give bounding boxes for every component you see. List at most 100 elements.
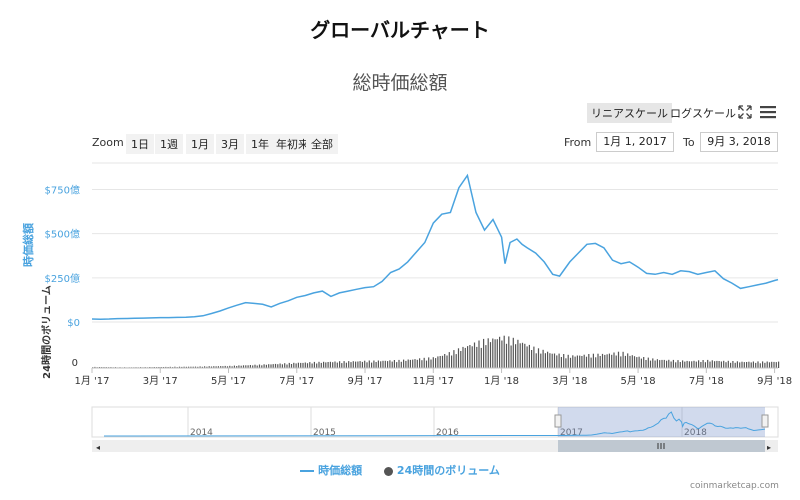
volume-bar	[403, 359, 405, 368]
fullscreen-icon[interactable]	[738, 104, 752, 123]
volume-bar	[240, 365, 242, 368]
volume-bar	[409, 359, 411, 368]
volume-bar	[476, 346, 478, 368]
volume-bar	[165, 366, 167, 368]
volume-bar	[469, 345, 471, 368]
volume-bar	[670, 361, 672, 368]
volume-bar	[743, 362, 745, 368]
volume-bar	[659, 360, 661, 368]
zoom-1d-button[interactable]: 1日	[126, 134, 154, 154]
volume-bar	[768, 362, 771, 368]
volume-bar	[284, 363, 286, 368]
scrollbar-grip-icon[interactable]	[657, 443, 665, 449]
volume-bar	[679, 362, 681, 368]
volume-bar	[451, 355, 453, 368]
volume-bar	[640, 358, 642, 368]
scroll-right-arrow-icon[interactable]: ▸	[767, 443, 771, 452]
volume-bar	[503, 335, 505, 368]
volume-bar	[256, 365, 258, 368]
linear-scale-button[interactable]: リニアスケール	[587, 103, 672, 123]
volume-bar	[441, 355, 444, 368]
legend-label-volume: 24時間のボリューム	[396, 464, 500, 477]
volume-bar	[645, 360, 647, 368]
volume-bar	[698, 360, 700, 368]
volume-bar	[656, 359, 658, 368]
page-title: グローバルチャート	[310, 18, 490, 42]
volume-bar	[684, 361, 686, 368]
volume-bar	[661, 359, 663, 368]
navigator-selection[interactable]	[558, 407, 765, 437]
volume-bar	[677, 360, 679, 368]
legend: 時価総額 24時間のボリューム	[0, 462, 800, 478]
volume-bar	[233, 365, 235, 368]
volume-bar	[579, 355, 581, 368]
volume-bar	[652, 358, 654, 368]
volume-bar	[499, 336, 501, 368]
volume-bar	[355, 361, 357, 368]
volume-bar	[421, 360, 423, 368]
volume-bar	[517, 339, 519, 368]
legend-item-market-cap[interactable]: 時価総額	[300, 464, 366, 477]
volume-bar	[615, 355, 617, 368]
navigator-handle-left[interactable]	[554, 414, 562, 428]
volume-bar	[647, 357, 649, 368]
volume-bar	[574, 356, 576, 368]
volume-bar	[576, 355, 578, 368]
volume-bar	[524, 343, 526, 368]
volume-bar	[766, 361, 768, 368]
volume-bar	[302, 362, 304, 368]
volume-bar	[757, 361, 759, 368]
volume-bar	[341, 363, 343, 368]
zoom-all-button[interactable]: 全部	[306, 134, 338, 154]
volume-bar	[720, 361, 722, 368]
volume-bar	[597, 353, 599, 368]
from-label: From	[564, 136, 592, 149]
volume-bar	[601, 353, 604, 368]
volume-bar	[702, 360, 704, 368]
volume-bar	[556, 355, 558, 368]
volume-bar	[544, 353, 546, 368]
zoom-1w-button[interactable]: 1週	[155, 134, 183, 154]
log-scale-button[interactable]: ログスケール	[670, 107, 736, 120]
volume-bar	[272, 364, 274, 368]
to-date-input[interactable]: 9月 3, 2018	[700, 132, 778, 152]
volume-bar	[352, 361, 354, 368]
volume-bar	[444, 354, 446, 368]
volume-bar	[197, 366, 199, 368]
menu-icon[interactable]	[760, 104, 776, 123]
volume-bar	[334, 361, 336, 368]
volume-bar	[400, 361, 402, 368]
volume-bar	[281, 364, 283, 368]
x-axis-tick-label: 5月 '17	[211, 375, 246, 387]
volume-bar	[496, 339, 498, 368]
from-date-input[interactable]: 1月 1, 2017	[596, 132, 674, 152]
x-axis-tick-label: 5月 '18	[621, 375, 656, 387]
zoom-1m-button[interactable]: 1月	[186, 134, 214, 154]
y-axis-tick-label: $500億	[45, 228, 80, 241]
volume-bar	[707, 359, 709, 368]
legend-item-volume[interactable]: 24時間のボリューム	[383, 464, 500, 477]
volume-bar	[501, 340, 503, 368]
volume-bar	[457, 348, 460, 368]
navigator[interactable]: 2014 2015 2016 2017 2018 ◂ ▸	[91, 406, 779, 452]
volume-bar	[709, 361, 711, 368]
volume-bar	[693, 360, 695, 368]
volume-axis-tick: 0	[72, 358, 78, 369]
volume-bar	[572, 355, 574, 368]
scroll-left-arrow-icon[interactable]: ◂	[96, 443, 100, 452]
volume-bar	[606, 354, 608, 368]
volume-bar	[215, 366, 217, 368]
volume-bar	[263, 364, 265, 368]
legend-dot-icon	[383, 466, 393, 476]
zoom-3m-button[interactable]: 3月	[216, 134, 244, 154]
zoom-1y-button[interactable]: 1年	[246, 134, 274, 154]
volume-bar	[265, 364, 267, 368]
volume-bar	[688, 361, 690, 368]
volume-bar	[201, 366, 203, 368]
zoom-ytd-button[interactable]: 年初来	[271, 134, 314, 154]
volume-bar	[551, 353, 553, 368]
volume-bar	[583, 354, 585, 368]
volume-bar	[535, 353, 537, 368]
volume-bar	[531, 350, 533, 368]
navigator-handle-right[interactable]	[761, 414, 769, 428]
